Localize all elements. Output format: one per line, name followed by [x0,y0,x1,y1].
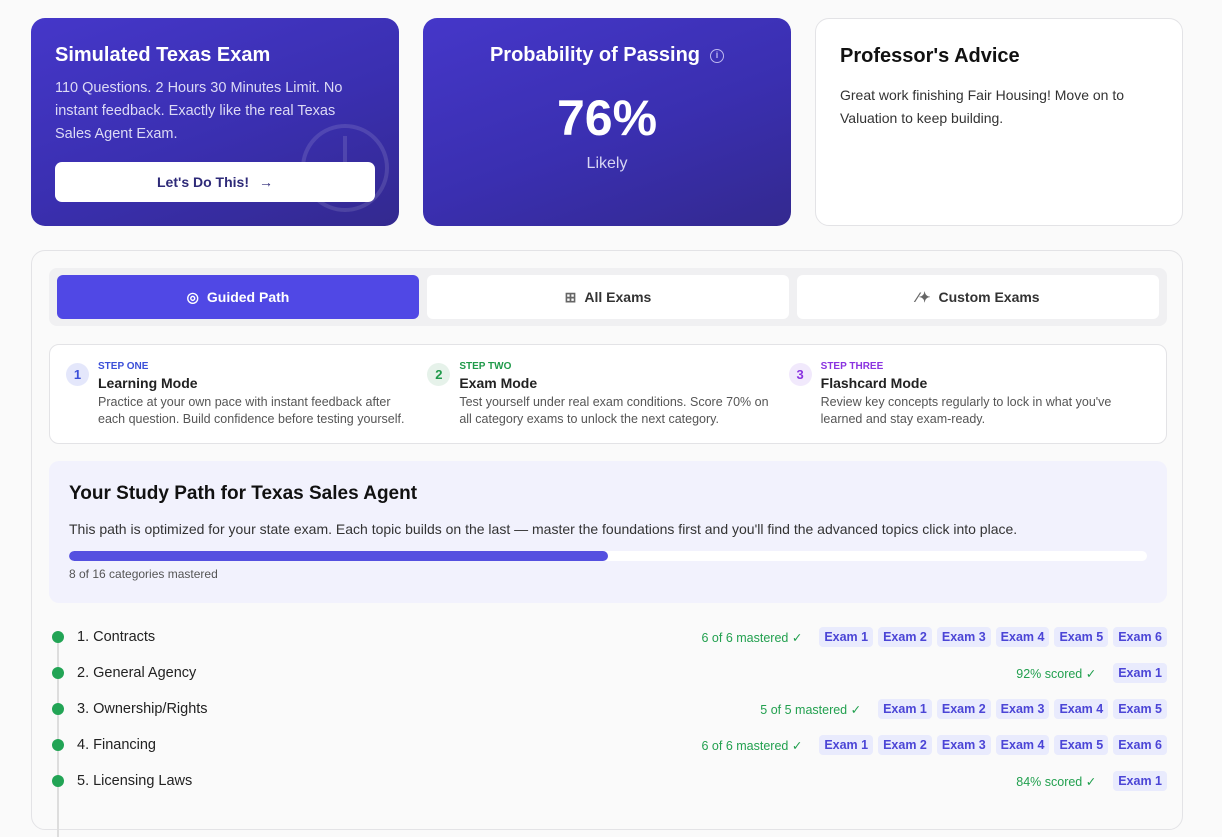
exam-button[interactable]: Exam 5 [1113,699,1167,719]
step-3: 3 STEP THREE Flashcard Mode Review key c… [788,361,1150,427]
category-name[interactable]: 4. Financing [77,737,156,753]
exam-button[interactable]: Exam 1 [819,627,874,647]
exam-button[interactable]: Exam 3 [995,699,1050,719]
exam-card-title: Simulated Texas Exam [55,44,271,66]
simulated-exam-card: Simulated Texas Exam 110 Questions. 2 Ho… [31,18,399,226]
exam-button[interactable]: Exam 2 [936,699,991,719]
step-description: Review key concepts regularly to lock in… [820,395,1112,426]
exam-button[interactable]: Exam 1 [1113,771,1167,791]
status-dot [52,703,64,715]
step-number: 2 [427,363,451,386]
progress-fill [69,551,608,561]
advice-card: Professor's Advice Great work finishing … [815,18,1183,226]
status-dot [52,775,64,787]
exam-button[interactable]: Exam 6 [1113,627,1167,647]
category-row: 5. Licensing Laws 84% scored ✓ Exam 1 [49,763,1167,799]
probability-card: Probability of Passing i 76% Likely [423,18,791,226]
exam-button[interactable]: Exam 1 [878,699,932,719]
probability-label: Likely [586,155,628,172]
tab-guided-path[interactable]: ◎ Guided Path [57,275,419,319]
tab-custom-exams[interactable]: ⁄✦ Custom Exams [797,275,1159,319]
exam-button[interactable]: Exam 4 [995,735,1050,755]
category-name[interactable]: 1. Contracts [77,629,156,645]
step-description: Practice at your own pace with instant f… [98,395,405,426]
step-label: STEP THREE [820,361,884,372]
study-path-description: This path is optimized for your state ex… [69,521,1018,537]
exam-card-description: 110 Questions. 2 Hours 30 Minutes Limit.… [55,80,343,142]
category-name[interactable]: 2. General Agency [77,665,197,681]
exam-button[interactable]: Exam 4 [1054,699,1109,719]
exam-button[interactable]: Exam 2 [878,627,932,647]
step-title: Learning Mode [98,375,198,391]
exam-button[interactable]: Exam 2 [878,735,932,755]
step-title: Flashcard Mode [820,375,928,391]
tab-label: Custom Exams [938,289,1040,305]
category-row: 1. Contracts 6 of 6 mastered ✓ Exam 1 Exam … [49,619,1167,655]
category-status: 6 of 6 mastered ✓ [701,630,803,645]
arrow-right-icon: → [259,174,273,190]
progress-label: 8 of 16 categories mastered [69,567,218,581]
status-dot [52,631,64,643]
category-row: 2. General Agency 92% scored ✓ Exam 1 [49,655,1167,691]
exam-button[interactable]: Exam 5 [1054,627,1109,647]
category-name[interactable]: 3. Ownership/Rights [77,701,208,717]
tab-bar: ◎ Guided Path ⊞ All Exams ⁄✦ Custom Exams [49,268,1167,326]
step-title: Exam Mode [459,375,538,391]
step-description: Test yourself under real exam conditions… [459,395,769,426]
exam-button[interactable]: Exam 6 [1113,735,1167,755]
status-dot [52,667,64,679]
step-number: 3 [788,363,812,386]
start-exam-button[interactable]: Let's Do This! → [55,162,375,202]
start-exam-label: Let's Do This! [157,174,249,190]
probability-title: Probability of Passing [489,44,701,66]
status-dot [52,739,64,751]
magic-wand-icon: ⁄✦ [916,288,931,305]
study-panel: ◎ Guided Path ⊞ All Exams ⁄✦ Custom Exams 1… [31,250,1183,837]
step-2: 2 STEP TWO Exam Mode Test yourself under… [427,361,788,427]
exam-button[interactable]: Exam 4 [995,627,1050,647]
category-status: 6 of 6 mastered ✓ [701,738,803,753]
category-status: 92% scored ✓ [1016,666,1097,681]
step-1: 1 STEP ONE Learning Mode Practice at you… [66,361,427,427]
tab-all-exams[interactable]: ⊞ All Exams [427,275,789,319]
info-icon[interactable]: i [710,48,725,63]
exam-button[interactable]: Exam 3 [936,735,991,755]
category-status: 5 of 5 mastered ✓ [760,702,862,717]
study-path-title: Your Study Path for Texas Sales Agent [69,483,418,504]
category-row: 4. Financing 6 of 6 mastered ✓ Exam 1 Exam … [49,727,1167,763]
tab-label: All Exams [584,289,652,305]
steps-box: 1 STEP ONE Learning Mode Practice at you… [49,344,1167,444]
timeline-line [57,637,59,837]
step-label: STEP ONE [98,361,149,372]
exam-button[interactable]: Exam 3 [936,627,991,647]
compass-icon: ◎ [186,288,199,305]
exam-button[interactable]: Exam 1 [1113,663,1167,683]
exam-button[interactable]: Exam 1 [819,735,874,755]
category-status: 84% scored ✓ [1016,774,1097,789]
category-name[interactable]: 5. Licensing Laws [77,773,193,789]
tab-label: Guided Path [206,289,290,305]
step-label: STEP TWO [459,361,512,372]
advice-text: Great work finishing Fair Housing! Move … [840,87,1125,126]
step-number: 1 [66,363,89,386]
progress-bar [69,551,1147,561]
category-row: 3. Ownership/Rights 5 of 5 mastered ✓ Exam… [49,691,1167,727]
grid-icon: ⊞ [564,288,577,305]
probability-value: 76% [556,90,658,146]
exam-button[interactable]: Exam 5 [1054,735,1109,755]
study-path-box: Your Study Path for Texas Sales Agent Th… [49,461,1167,603]
advice-title: Professor's Advice [840,45,1020,67]
category-list: 1. Contracts 6 of 6 mastered ✓ Exam 1 Exam … [49,619,1167,837]
